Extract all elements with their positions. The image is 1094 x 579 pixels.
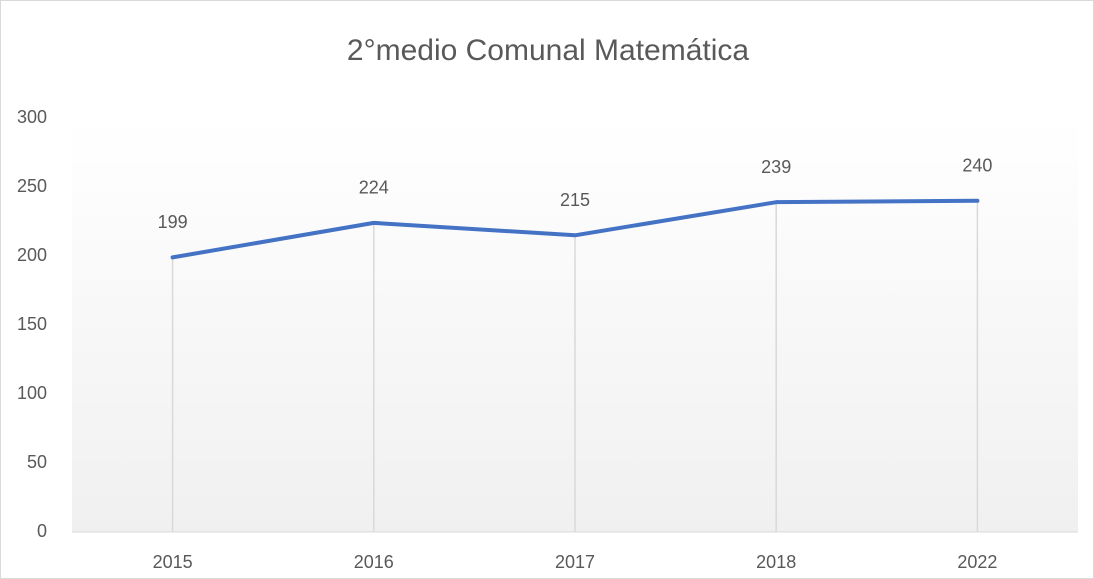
y-tick-label: 150: [17, 314, 47, 334]
x-tick-label: 2015: [153, 552, 193, 572]
x-tick-label: 2018: [756, 552, 796, 572]
y-tick-label: 200: [17, 245, 47, 265]
y-tick-label: 50: [27, 452, 47, 472]
x-tick-label: 2017: [555, 552, 595, 572]
y-tick-label: 250: [17, 176, 47, 196]
data-label: 239: [761, 157, 791, 177]
data-label: 215: [560, 190, 590, 210]
data-label: 240: [962, 156, 992, 176]
data-label: 224: [359, 178, 389, 198]
y-tick-label: 0: [37, 521, 47, 541]
y-tick-label: 100: [17, 383, 47, 403]
data-line: [170, 198, 980, 260]
x-tick-label: 2022: [957, 552, 997, 572]
x-tick-label: 2016: [354, 552, 394, 572]
y-tick-label: 300: [17, 107, 47, 127]
data-label: 199: [158, 212, 188, 232]
chart-title: 2°medio Comunal Matemática: [347, 34, 749, 67]
